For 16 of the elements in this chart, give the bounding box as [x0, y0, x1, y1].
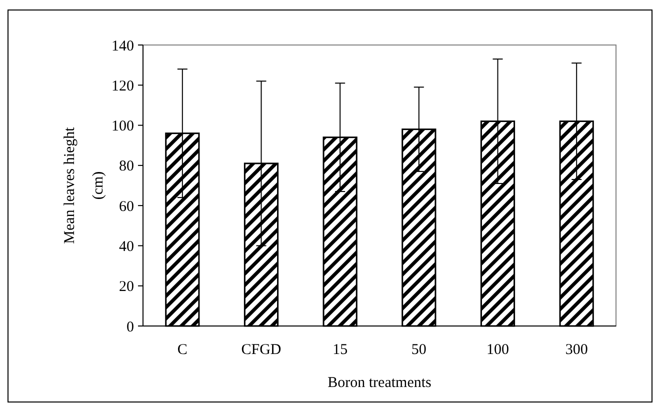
y-tick-label: 20	[119, 279, 134, 296]
x-axis-title: Boron treatments	[328, 375, 432, 391]
y-tick-label: 40	[119, 238, 134, 255]
x-tick-label: C	[177, 342, 188, 358]
y-tick-label: 80	[119, 158, 134, 175]
y-tick-label: 100	[112, 118, 134, 135]
x-tick-label: 100	[486, 342, 509, 358]
y-tick-label: 120	[112, 78, 134, 94]
y-tick-label: 140	[112, 38, 134, 54]
y-axis-title: Mean leaves hieght (cm)	[62, 126, 106, 244]
x-tick-label: CFGD	[241, 342, 282, 358]
x-tick-label: 50	[411, 342, 426, 358]
x-tick-label: 300	[565, 342, 588, 358]
y-tick-label: 0	[126, 319, 134, 336]
y-tick-label: 60	[119, 198, 134, 215]
x-tick-label: 15	[332, 342, 348, 358]
